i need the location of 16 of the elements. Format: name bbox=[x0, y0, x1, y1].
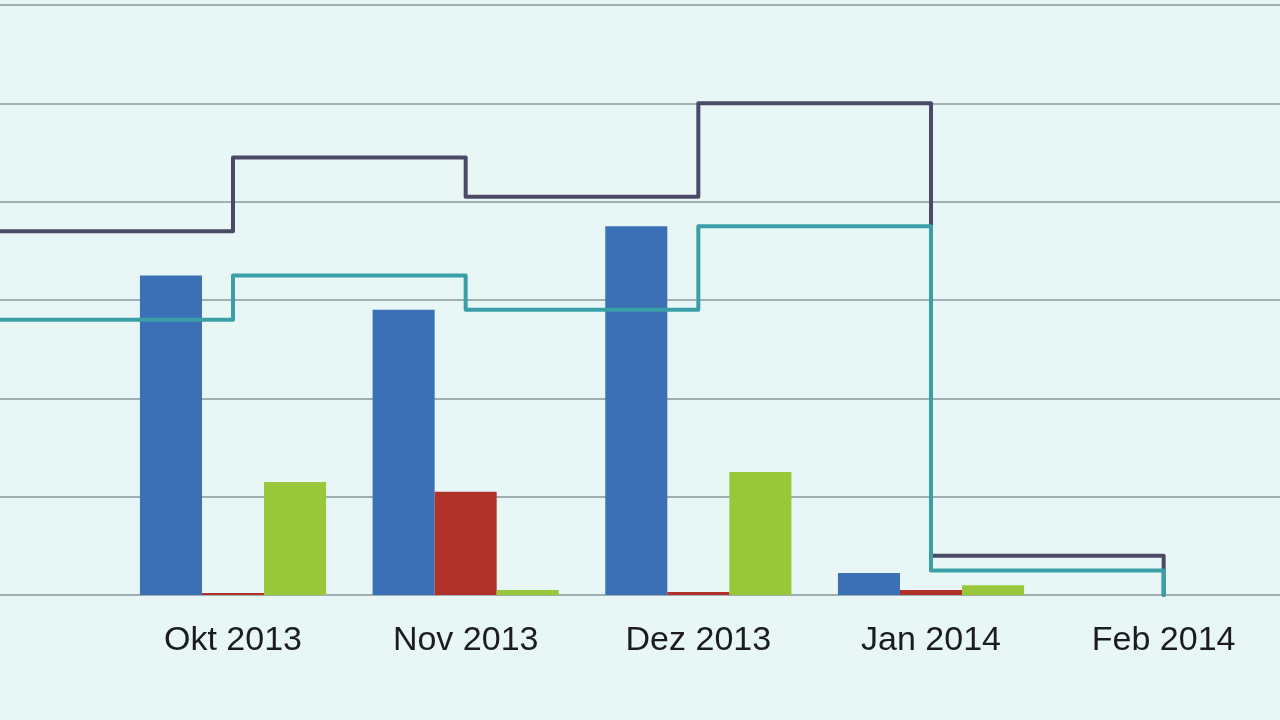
bar bbox=[666, 592, 729, 595]
x-tick-label: Nov 2013 bbox=[392, 619, 539, 657]
bar bbox=[434, 491, 497, 595]
x-tick-label: Okt 2013 bbox=[163, 619, 302, 657]
bar bbox=[604, 226, 667, 595]
x-tick-label: Dez 2013 bbox=[625, 619, 771, 657]
bar bbox=[139, 275, 202, 595]
bar bbox=[837, 572, 900, 595]
x-tick-label: Jan 2014 bbox=[860, 619, 1001, 657]
bar bbox=[263, 481, 326, 595]
bar bbox=[899, 590, 962, 595]
x-tick-label: Feb 2014 bbox=[1091, 619, 1236, 657]
bar bbox=[496, 590, 559, 595]
bar bbox=[372, 309, 435, 595]
bar bbox=[961, 585, 1024, 595]
bar bbox=[729, 472, 792, 595]
